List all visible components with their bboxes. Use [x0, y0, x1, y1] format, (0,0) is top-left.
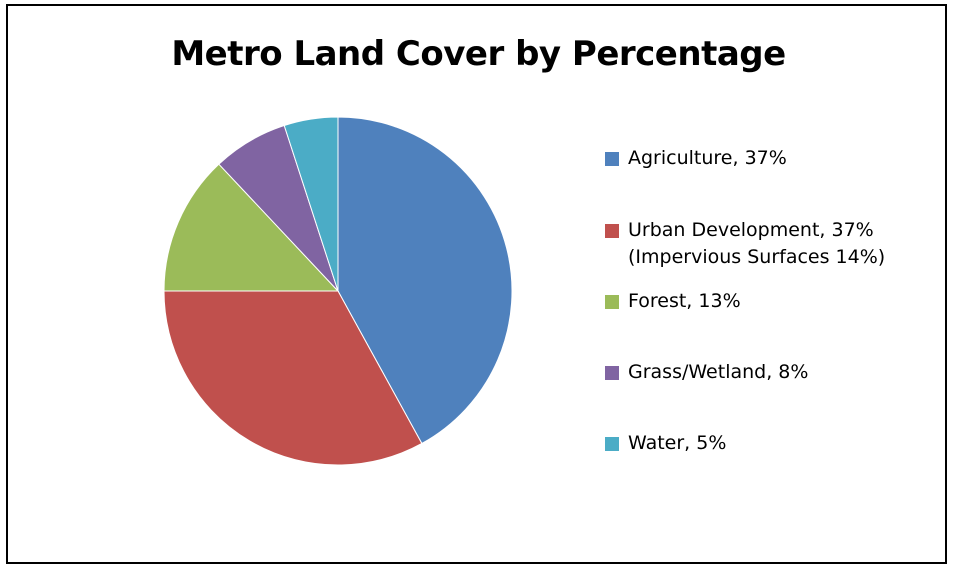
- pie-slice-forest: [163, 163, 340, 292]
- legend-label-forest: Forest, 13%: [628, 290, 741, 312]
- legend-label-grass-wetland: Grass/Wetland, 8%: [628, 361, 809, 383]
- legend-item-grass-wetland: Grass/Wetland, 8%: [605, 359, 808, 386]
- legend-label-urban-main: Urban Development, 37%: [628, 219, 874, 241]
- legend-label-water: Water, 5%: [628, 432, 727, 454]
- legend-item-urban-development: Urban Development, 37% (Impervious Surfa…: [605, 217, 885, 271]
- pie-chart: [163, 116, 513, 466]
- legend-item-agriculture: Agriculture, 37%: [605, 145, 787, 172]
- legend-label-agriculture: Agriculture, 37%: [628, 147, 787, 169]
- pie-slice-water: [283, 116, 339, 292]
- legend-swatch-agriculture: [605, 152, 619, 166]
- legend-swatch-water: [605, 437, 619, 451]
- legend-label-urban-development: Urban Development, 37% (Impervious Surfa…: [628, 217, 885, 271]
- legend-swatch-forest: [605, 295, 619, 309]
- pie-slice-agriculture: [337, 116, 513, 445]
- legend-item-water: Water, 5%: [605, 430, 726, 457]
- legend-item-forest: Forest, 13%: [605, 288, 741, 315]
- chart-title: Metro Land Cover by Percentage: [171, 34, 786, 74]
- pie-slice-urban-development: [163, 290, 423, 466]
- legend-swatch-urban-development: [605, 224, 619, 238]
- legend-swatch-grass-wetland: [605, 366, 619, 380]
- legend-label-urban-sub: (Impervious Surfaces 14%): [628, 246, 886, 268]
